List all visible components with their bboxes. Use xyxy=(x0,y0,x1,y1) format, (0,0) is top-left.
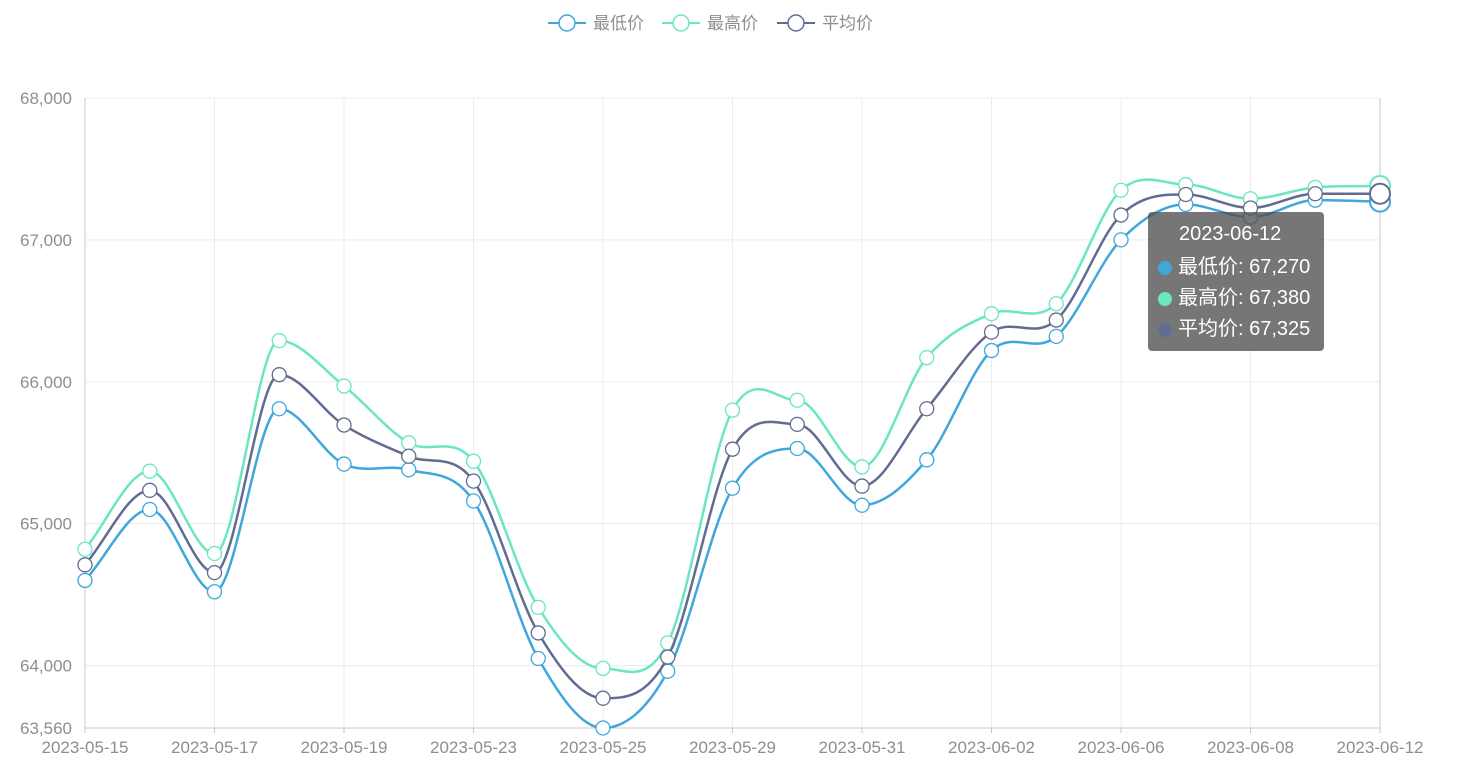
x-tick-label: 2023-06-02 xyxy=(948,738,1035,757)
x-tick-label: 2023-05-15 xyxy=(42,738,129,757)
data-point-avg-price xyxy=(271,367,287,383)
data-point-min-price xyxy=(854,497,870,513)
tooltip-label-min: 最低价: 67,270 xyxy=(1178,256,1311,278)
data-point-avg-price xyxy=(1113,207,1129,223)
data-point-max-price xyxy=(983,306,1000,322)
data-point-max-price xyxy=(530,599,546,616)
data-point-min-price xyxy=(1113,232,1129,248)
legend-item-min-price[interactable]: 最低价 xyxy=(548,14,644,33)
data-point-max-price xyxy=(919,350,935,366)
data-point-avg-price xyxy=(1048,312,1064,328)
data-point-min-price xyxy=(724,480,741,496)
data-point-max-price xyxy=(401,435,417,451)
data-point-avg-price xyxy=(983,324,1000,340)
data-point-avg-price xyxy=(206,564,223,581)
data-point-max-price xyxy=(142,463,158,479)
tooltip-row-min: 最低价: 67,270 xyxy=(1158,252,1324,283)
series-lines xyxy=(77,174,1391,736)
x-tick-label: 2023-05-31 xyxy=(819,738,906,757)
data-point-min-price xyxy=(142,501,158,518)
data-point-max-price xyxy=(206,545,223,562)
data-point-avg-price xyxy=(595,690,611,706)
x-tick-label: 2023-06-12 xyxy=(1337,738,1424,757)
y-tick-label: 66,000 xyxy=(20,373,72,392)
legend-marker-icon xyxy=(558,14,576,32)
data-point-max-price xyxy=(77,541,93,557)
tooltip-title: 2023-06-12 xyxy=(1179,223,1282,245)
data-point-avg-price xyxy=(465,473,482,489)
grid-lines xyxy=(85,97,1380,728)
data-point-max-price xyxy=(1048,296,1064,312)
data-point-min-price xyxy=(983,342,1000,359)
series-avg-price xyxy=(77,182,1391,706)
data-point-max-price xyxy=(465,453,482,469)
data-point-min-price xyxy=(465,493,482,509)
data-point-max-price xyxy=(336,378,352,394)
data-point-max-price xyxy=(271,332,287,349)
y-tick-label: 64,000 xyxy=(20,657,72,676)
legend-marker-icon xyxy=(787,14,805,32)
legend-label: 平均价 xyxy=(822,14,873,33)
legend[interactable]: 最低价 最高价 平均价 xyxy=(548,14,873,33)
data-point-avg-price xyxy=(789,416,805,433)
tooltip-label-avg: 平均价: 67,325 xyxy=(1178,318,1311,340)
data-point-min-price xyxy=(1048,328,1064,345)
tooltip-dot-max xyxy=(1158,291,1172,306)
data-point-avg-price xyxy=(336,417,352,433)
data-point-max-price xyxy=(595,660,611,677)
data-point-avg-price xyxy=(142,482,158,498)
data-point-max-price xyxy=(1113,182,1129,198)
tooltip-dot-avg xyxy=(1158,322,1172,337)
data-point-avg-price xyxy=(724,441,741,457)
data-point-avg-price xyxy=(530,625,546,641)
y-tick-label: 63,560 xyxy=(20,719,72,738)
x-tick-label: 2023-05-25 xyxy=(560,738,647,757)
data-point-min-price xyxy=(271,401,287,417)
y-tick-label: 65,000 xyxy=(20,515,72,534)
data-point-max-price xyxy=(789,392,805,408)
data-point-avg-price xyxy=(854,478,870,494)
legend-label: 最低价 xyxy=(593,14,644,33)
x-tick-label: 2023-05-29 xyxy=(689,738,776,757)
x-tick-label: 2023-05-23 xyxy=(430,738,517,757)
data-point-avg-price xyxy=(1369,182,1391,205)
data-point-max-price xyxy=(854,459,870,475)
x-tick-label: 2023-05-17 xyxy=(171,738,258,757)
data-point-min-price xyxy=(919,452,935,468)
series-max-price xyxy=(77,174,1391,677)
tooltip: 2023-06-12 最低价: 67,270 最高价: 67,380 平均价: … xyxy=(1148,212,1324,351)
tooltip-row-avg: 平均价: 67,325 xyxy=(1158,314,1324,345)
tooltip-row-max: 最高价: 67,380 xyxy=(1158,283,1324,314)
data-point-min-price xyxy=(206,584,223,600)
legend-marker-icon xyxy=(672,14,690,32)
x-tick-label: 2023-05-19 xyxy=(301,738,388,757)
x-tick-label: 2023-06-06 xyxy=(1078,738,1165,757)
data-point-min-price xyxy=(595,720,611,736)
y-tick-label: 67,000 xyxy=(20,231,72,250)
y-tick-label: 68,000 xyxy=(20,89,72,108)
data-point-avg-price xyxy=(1307,186,1323,202)
data-point-avg-price xyxy=(660,649,676,665)
legend-label: 最高价 xyxy=(707,14,758,33)
data-point-max-price xyxy=(724,402,741,418)
tooltip-dot-min xyxy=(1158,260,1172,275)
data-point-avg-price xyxy=(401,448,417,464)
data-point-min-price xyxy=(336,456,352,472)
data-point-avg-price xyxy=(77,557,93,573)
legend-item-avg-price[interactable]: 平均价 xyxy=(777,14,873,33)
series-min-price xyxy=(77,190,1391,736)
data-point-min-price xyxy=(77,572,93,589)
x-tick-label: 2023-06-08 xyxy=(1207,738,1294,757)
data-point-min-price xyxy=(789,440,805,457)
data-point-avg-price xyxy=(919,401,935,417)
data-point-min-price xyxy=(530,650,546,667)
data-point-avg-price xyxy=(1178,186,1194,203)
tooltip-label-max: 最高价: 67,380 xyxy=(1178,287,1311,309)
legend-item-max-price[interactable]: 最高价 xyxy=(662,14,758,33)
data-point-min-price xyxy=(401,462,417,478)
axes: 63,560 64,000 65,000 66,000 67,000 68,000 2023… xyxy=(20,89,1423,757)
